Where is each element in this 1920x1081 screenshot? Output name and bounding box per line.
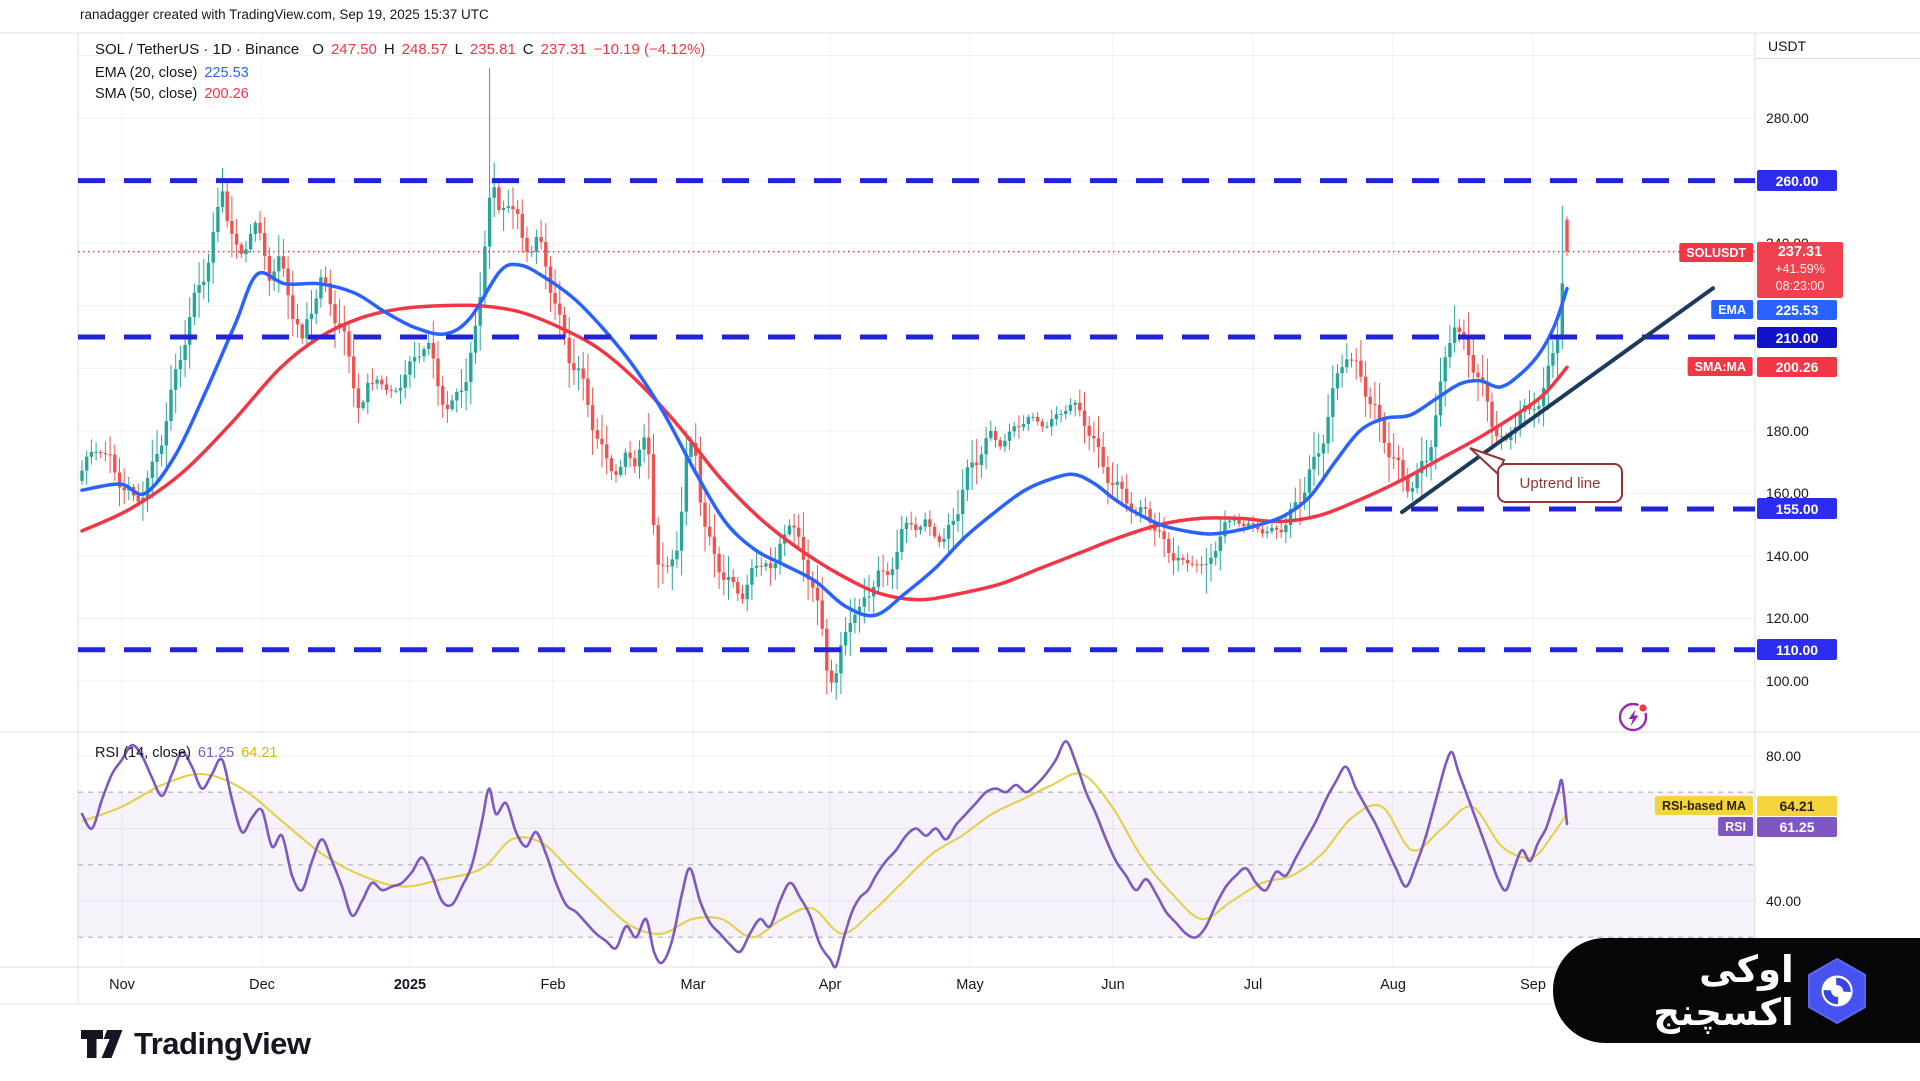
price-tick-label: 100.00 bbox=[1766, 673, 1809, 690]
rsi-tick-label: 40.00 bbox=[1766, 892, 1802, 909]
tradingview-logo[interactable]: TradingView bbox=[80, 1026, 311, 1062]
ohlc-open-label: O bbox=[312, 41, 324, 58]
time-axis-label-May[interactable]: May bbox=[956, 977, 984, 993]
last-price-badge: 237.31 +41.59% 08:23:00 bbox=[1757, 242, 1843, 298]
sma-tag: SMA:MA bbox=[1687, 357, 1753, 376]
rsi-legend-row[interactable]: RSI (14, close) 61.25 64.21 bbox=[95, 745, 278, 761]
price-tick-label: 160.00 bbox=[1766, 485, 1809, 502]
time-axis-label-2025[interactable]: 2025 bbox=[393, 977, 427, 993]
time-axis-label-Sep[interactable]: Sep bbox=[1520, 977, 1546, 993]
rsi-tag: RSI bbox=[1718, 817, 1753, 836]
time-axis-label-Apr[interactable]: Apr bbox=[818, 977, 842, 993]
ohlc-high-value: 248.57 bbox=[401, 41, 448, 58]
ohlc-high-label: H bbox=[383, 41, 395, 58]
ohlc-low-label: L bbox=[454, 41, 463, 58]
price-tick-label: 180.00 bbox=[1766, 422, 1809, 439]
sma-value: 200.26 bbox=[204, 86, 249, 102]
last-price-value: 237.31 bbox=[1777, 244, 1823, 260]
time-axis-label-Aug[interactable]: Aug bbox=[1380, 977, 1406, 993]
price-chart-canvas[interactable] bbox=[0, 0, 1920, 1010]
level-badge-155: 155.00 bbox=[1757, 498, 1837, 519]
ema-tag: EMA bbox=[1711, 300, 1753, 319]
symbol-tag: SOLUSDT bbox=[1679, 243, 1753, 262]
bar-countdown: 08:23:00 bbox=[1775, 279, 1825, 293]
symbol-title: SOL / TetherUS · 1D · Binance bbox=[95, 41, 300, 58]
ema-value: 225.53 bbox=[204, 65, 249, 81]
rsi-label: RSI (14, close) bbox=[95, 745, 191, 761]
level-badge-210: 210.00 bbox=[1757, 327, 1837, 348]
sma-label: SMA (50, close) bbox=[95, 86, 198, 102]
rsi-tick-label: 80.00 bbox=[1766, 747, 1802, 764]
ema-legend-row[interactable]: EMA (20, close) 225.53 bbox=[95, 65, 249, 81]
ohlc-low-value: 235.81 bbox=[469, 41, 516, 58]
promo-brand-text: اوکی اکسچنج bbox=[1653, 947, 1794, 1034]
rsi-axis-badge: 61.25 bbox=[1757, 817, 1837, 837]
axis-currency-label: USDT bbox=[1768, 37, 1807, 54]
level-badge-260: 260.00 bbox=[1757, 170, 1837, 191]
uptrend-callout[interactable]: Uptrend line bbox=[1497, 463, 1623, 503]
uptrend-callout-text: Uptrend line bbox=[1519, 474, 1601, 492]
time-axis-label-Dec[interactable]: Dec bbox=[249, 977, 275, 993]
tradingview-logo-text: TradingView bbox=[134, 1026, 311, 1061]
ohlc-change: −10.19 (−4.12%) bbox=[593, 41, 706, 58]
ohlc-open-value: 247.50 bbox=[330, 41, 377, 58]
ohlc-close-value: 237.31 bbox=[540, 41, 587, 58]
time-axis-label-Jul[interactable]: Jul bbox=[1243, 977, 1263, 993]
promo-brand-icon bbox=[1807, 957, 1866, 1024]
ema-label: EMA (20, close) bbox=[95, 65, 198, 81]
rsi-ma-value: 64.21 bbox=[241, 745, 278, 761]
tradingview-logo-icon bbox=[81, 1030, 123, 1058]
time-axis-label-Jun[interactable]: Jun bbox=[1101, 977, 1125, 993]
promo-banner[interactable]: اوکی اکسچنج bbox=[1553, 938, 1920, 1043]
price-tick-label: 120.00 bbox=[1766, 610, 1809, 627]
level-badge-110: 110.00 bbox=[1757, 639, 1837, 660]
price-tick-label: 140.00 bbox=[1766, 547, 1809, 564]
time-axis-label-Feb[interactable]: Feb bbox=[540, 977, 566, 993]
rsi-ma-tag: RSI-based MA bbox=[1654, 796, 1753, 815]
time-axis-label-Nov[interactable]: Nov bbox=[109, 977, 135, 993]
price-axis-header[interactable]: USDT bbox=[1755, 33, 1920, 59]
attribution-text: ranadagger created with TradingView.com,… bbox=[80, 7, 489, 22]
rsi-value: 61.25 bbox=[197, 745, 235, 761]
last-price-change-pct: +41.59% bbox=[1775, 262, 1825, 276]
ohlc-close-label: C bbox=[522, 41, 534, 58]
time-axis-label-Mar[interactable]: Mar bbox=[680, 977, 706, 993]
flash-icon[interactable] bbox=[1616, 699, 1652, 735]
rsi-ma-axis-badge: 64.21 bbox=[1757, 796, 1837, 816]
sma-axis-badge: 200.26 bbox=[1757, 357, 1837, 377]
sma-legend-row[interactable]: SMA (50, close) 200.26 bbox=[95, 86, 249, 102]
ema-axis-badge: 225.53 bbox=[1757, 300, 1837, 320]
price-tick-label: 280.00 bbox=[1766, 110, 1809, 127]
